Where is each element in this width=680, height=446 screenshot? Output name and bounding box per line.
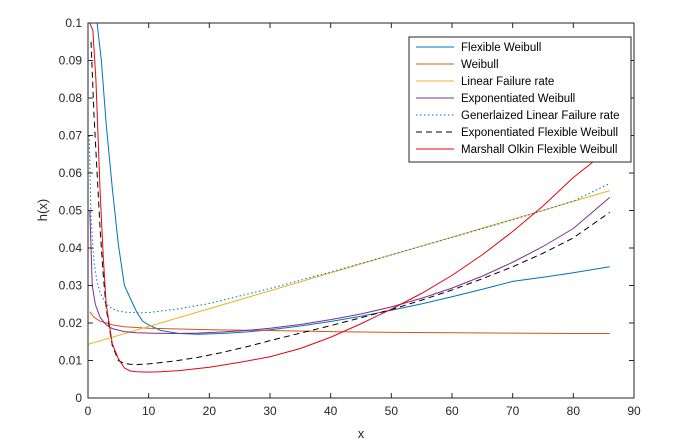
legend-box	[408, 36, 632, 163]
x-tick-label: 70	[506, 404, 520, 418]
x-tick-label: 90	[627, 404, 641, 418]
x-axis-label: x	[358, 426, 365, 441]
series-line-6	[90, 41, 611, 366]
y-tick-label: 0.08	[59, 91, 83, 105]
y-tick-label: 0.07	[59, 129, 83, 143]
x-tick-label: 50	[385, 404, 399, 418]
series-line-4	[89, 196, 611, 335]
y-tick-label: 0.03	[59, 279, 83, 293]
y-tick-label: 0.1	[65, 16, 82, 30]
series-line-2	[89, 311, 610, 334]
legend-label-4: Exponentiated Weibull	[461, 93, 575, 105]
x-tick-label: 0	[85, 404, 92, 418]
series-line-7	[89, 23, 611, 373]
x-tick-label: 10	[142, 404, 156, 418]
legend-label-2: Weibull	[461, 59, 499, 71]
legend-label-5: Generlaized Linear Failure rate	[461, 110, 620, 122]
y-tick-label: 0	[75, 391, 82, 405]
series-line-3	[88, 190, 610, 345]
legend-label-6: Exponentiated Flexible Weibull	[461, 127, 618, 139]
series-line-1	[96, 23, 610, 335]
x-tick-label: 30	[263, 404, 277, 418]
x-tick-label: 20	[203, 404, 217, 418]
legend-label-1: Flexible Weibull	[461, 42, 541, 54]
y-tick-label: 0.01	[59, 354, 83, 368]
y-tick-label: 0.04	[59, 241, 83, 255]
legend-label-3: Linear Failure rate	[461, 76, 554, 88]
y-tick-label: 0.06	[59, 166, 83, 180]
x-tick-label: 40	[324, 404, 338, 418]
legend: Flexible Weibull Weibull Linear Failure ra…	[408, 36, 632, 163]
y-tick-label: 0.05	[59, 204, 83, 218]
legend-label-7: Marshall Olkin Flexible Weibull	[461, 144, 617, 156]
x-tick-label: 80	[567, 404, 581, 418]
y-tick-label: 0.09	[59, 54, 83, 68]
y-axis-label: h(x)	[35, 199, 50, 221]
x-tick-label: 60	[445, 404, 459, 418]
y-tick-label: 0.02	[59, 316, 83, 330]
